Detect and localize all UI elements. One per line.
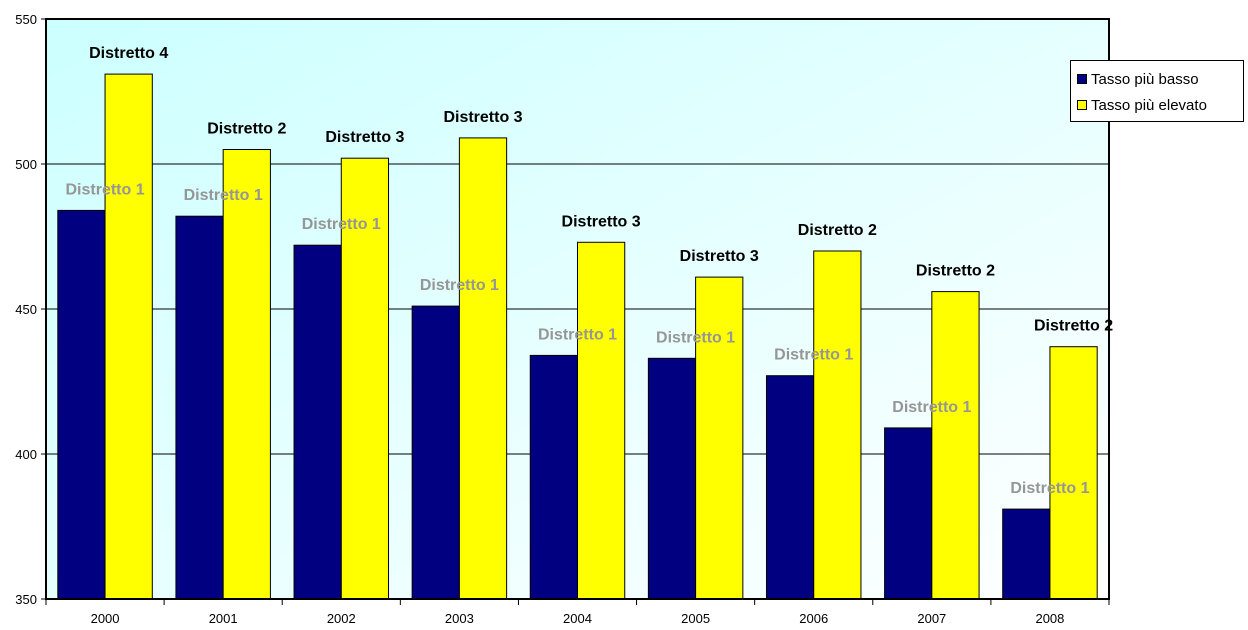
data-label-high: Distretto 4 [89,45,168,62]
x-tick-label: 2003 [445,611,474,625]
data-label-low: Distretto 1 [1010,480,1089,497]
data-label-low: Distretto 1 [892,399,971,416]
bar-high [695,276,744,600]
data-label-high: Distretto 3 [562,213,641,230]
x-tick-label: 2004 [563,611,592,625]
x-tick-label: 2001 [209,611,238,625]
legend-label-low: Tasso più basso [1091,70,1199,88]
bar-high [1049,346,1098,600]
bar-low [175,215,224,600]
legend: Tasso più basso Tasso più elevato [1070,60,1244,122]
bar-high [813,250,862,600]
bar-high [222,149,271,600]
bar-high [577,241,626,600]
axes: 350 400 450 500 550 2000 2001 2002 2003 2004 2005 2… [15,12,1110,626]
legend-label-high: Tasso più elevato [1091,96,1207,114]
bars [57,73,1098,600]
bar-high [458,137,508,600]
data-label-high: Distretto 3 [443,109,522,126]
x-tick-label: 2000 [91,611,120,625]
bar-low [411,305,460,600]
data-label-high: Distretto 3 [325,129,404,146]
data-label-high: Distretto 2 [207,121,286,138]
bar-high [340,157,390,600]
data-label-low: Distretto 1 [184,187,263,204]
data-label-low: Distretto 1 [420,277,499,294]
data-label-high: Distretto 2 [798,222,877,239]
data-label-high: Distretto 2 [1034,318,1113,335]
legend-swatch-low [1077,74,1087,84]
bar-low [1002,508,1051,600]
data-label-low: Distretto 1 [656,329,735,346]
x-tick-label: 2002 [327,611,356,625]
bar-low [884,427,933,600]
bar-low [647,357,697,600]
data-label-low: Distretto 1 [65,181,144,198]
y-tick-label: 500 [15,157,37,172]
data-labels: Distretto 1 Distretto 1 Distretto 1 Distret… [65,45,1113,497]
bar-low [765,375,815,600]
y-tick-label: 400 [15,447,37,462]
data-label-low: Distretto 1 [538,326,617,343]
bar-high [104,73,153,600]
y-tick-label: 350 [15,592,37,607]
x-tick-label: 2008 [1035,611,1064,625]
bar-high [931,291,980,600]
x-tick-label: 2005 [681,611,710,625]
data-label-low: Distretto 1 [774,347,853,364]
data-label-high: Distretto 2 [916,263,995,280]
legend-item-low: Tasso più basso [1077,69,1199,89]
legend-item-high: Tasso più elevato [1077,95,1207,115]
x-tick-label: 2007 [917,611,946,625]
bar-low [529,354,578,600]
legend-swatch-high [1077,100,1087,110]
data-label-low: Distretto 1 [302,216,381,233]
x-tick-label: 2006 [799,611,828,625]
y-tick-label: 450 [15,302,37,317]
data-label-high: Distretto 3 [680,248,759,265]
y-tick-label: 550 [15,12,37,27]
bar-low [293,244,342,600]
bar-low [57,209,106,600]
